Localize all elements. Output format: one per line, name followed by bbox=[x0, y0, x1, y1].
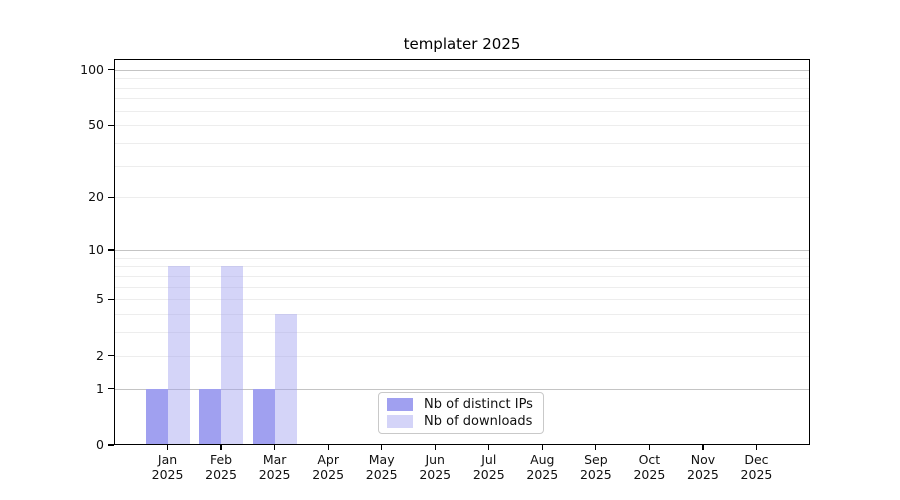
x-tick-mark bbox=[327, 445, 329, 450]
x-tick-mark bbox=[274, 445, 276, 450]
y-tick-label: 5 bbox=[96, 291, 104, 307]
x-tick-year: 2025 bbox=[526, 467, 559, 482]
legend: Nb of distinct IPs Nb of downloads bbox=[378, 392, 544, 434]
x-tick-year: 2025 bbox=[151, 467, 184, 482]
legend-label-distinct-ips: Nb of distinct IPs bbox=[424, 396, 533, 412]
gridline-minor bbox=[114, 332, 810, 334]
x-tick-month: Apr bbox=[317, 452, 339, 467]
x-tick-label: Nov 2025 bbox=[667, 452, 739, 482]
y-tick-label: 2 bbox=[96, 347, 104, 363]
x-tick-mark bbox=[381, 445, 383, 450]
x-tick-mark bbox=[434, 445, 436, 450]
x-tick-month: Jan bbox=[157, 452, 178, 467]
x-tick-mark bbox=[595, 445, 597, 450]
x-tick-year: 2025 bbox=[419, 467, 452, 482]
gridline-minor bbox=[114, 165, 810, 167]
x-tick-year: 2025 bbox=[579, 467, 612, 482]
y-tick-label: 100 bbox=[80, 61, 104, 77]
bar-downloads bbox=[274, 314, 297, 445]
y-tick-mark bbox=[108, 298, 114, 300]
x-tick-month: Dec bbox=[744, 452, 769, 467]
gridline-minor bbox=[114, 78, 810, 80]
x-tick-label: Aug 2025 bbox=[506, 452, 578, 482]
x-tick-year: 2025 bbox=[472, 467, 505, 482]
legend-item-distinct-ips: Nb of distinct IPs bbox=[379, 396, 543, 413]
x-tick-mark bbox=[220, 445, 222, 450]
gridline-minor bbox=[114, 197, 810, 199]
x-tick-label: Jun 2025 bbox=[399, 452, 471, 482]
legend-item-downloads: Nb of downloads bbox=[379, 413, 543, 430]
legend-label-downloads: Nb of downloads bbox=[424, 414, 533, 430]
x-tick-mark bbox=[702, 445, 704, 450]
x-tick-year: 2025 bbox=[258, 467, 291, 482]
x-tick-mark bbox=[541, 445, 543, 450]
x-tick-year: 2025 bbox=[740, 467, 773, 482]
y-tick-label: 20 bbox=[88, 189, 104, 205]
x-tick-label: Dec 2025 bbox=[720, 452, 792, 482]
y-tick-mark bbox=[108, 444, 114, 446]
y-tick-mark bbox=[108, 124, 114, 126]
x-tick-year: 2025 bbox=[633, 467, 666, 482]
x-tick-month: Feb bbox=[209, 452, 233, 467]
gridline-major bbox=[114, 249, 810, 251]
x-tick-month: Aug bbox=[530, 452, 555, 467]
gridline-minor bbox=[114, 110, 810, 112]
x-tick-month: May bbox=[368, 452, 395, 467]
gridline-major bbox=[114, 69, 810, 71]
y-tick-label: 0 bbox=[96, 437, 104, 452]
x-tick-label: Sep 2025 bbox=[560, 452, 632, 482]
y-tick-label: 50 bbox=[88, 117, 104, 133]
x-tick-label: Feb 2025 bbox=[185, 452, 257, 482]
x-tick-month: Jul bbox=[481, 452, 497, 467]
x-tick-mark bbox=[648, 445, 650, 450]
x-tick-month: Jun bbox=[425, 452, 445, 467]
gridline-minor bbox=[114, 314, 810, 316]
x-tick-year: 2025 bbox=[205, 467, 237, 482]
chart-title: templater 2025 bbox=[403, 35, 521, 53]
x-tick-label: Jan 2025 bbox=[132, 452, 204, 482]
bar-distinct-ips bbox=[199, 388, 222, 445]
x-tick-label: Oct 2025 bbox=[613, 452, 685, 482]
gridline-minor bbox=[114, 355, 810, 357]
x-tick-month: Nov bbox=[690, 452, 716, 467]
plot-area bbox=[114, 59, 810, 445]
x-tick-mark bbox=[488, 445, 490, 450]
x-tick-month: Oct bbox=[638, 452, 661, 467]
y-tick-mark bbox=[108, 355, 114, 357]
x-tick-label: Mar 2025 bbox=[239, 452, 311, 482]
x-tick-mark bbox=[755, 445, 758, 450]
x-tick-year: 2025 bbox=[312, 467, 345, 482]
bar-downloads bbox=[167, 266, 190, 445]
y-tick-label: 10 bbox=[88, 241, 104, 257]
bar-downloads bbox=[221, 266, 244, 445]
x-tick-label: Apr 2025 bbox=[292, 452, 364, 482]
y-tick-label: 1 bbox=[96, 380, 104, 396]
gridline-minor bbox=[114, 275, 810, 277]
x-tick-mark bbox=[166, 445, 169, 450]
gridline-minor bbox=[114, 98, 810, 100]
gridline-minor bbox=[114, 125, 810, 127]
x-tick-label: May 2025 bbox=[346, 452, 418, 482]
y-tick-mark bbox=[108, 196, 114, 198]
gridline-minor bbox=[114, 299, 810, 301]
x-tick-month: Sep bbox=[584, 452, 608, 467]
legend-swatch-distinct-ips bbox=[387, 397, 413, 411]
bar-distinct-ips bbox=[145, 388, 168, 445]
gridline-major bbox=[114, 388, 810, 390]
y-tick-mark bbox=[108, 68, 114, 71]
x-tick-month: Mar bbox=[262, 452, 287, 467]
y-tick-mark bbox=[108, 249, 114, 251]
x-tick-label: Jul 2025 bbox=[453, 452, 525, 482]
gridline-minor bbox=[114, 257, 810, 259]
gridline-minor bbox=[114, 142, 810, 144]
bar-distinct-ips bbox=[252, 388, 275, 445]
gridline-minor bbox=[114, 266, 810, 268]
x-tick-year: 2025 bbox=[365, 467, 398, 482]
y-tick-mark bbox=[108, 388, 114, 390]
gridline-minor bbox=[114, 87, 810, 89]
x-tick-year: 2025 bbox=[687, 467, 719, 482]
legend-swatch-downloads bbox=[387, 415, 413, 429]
gridline-minor bbox=[114, 286, 810, 288]
